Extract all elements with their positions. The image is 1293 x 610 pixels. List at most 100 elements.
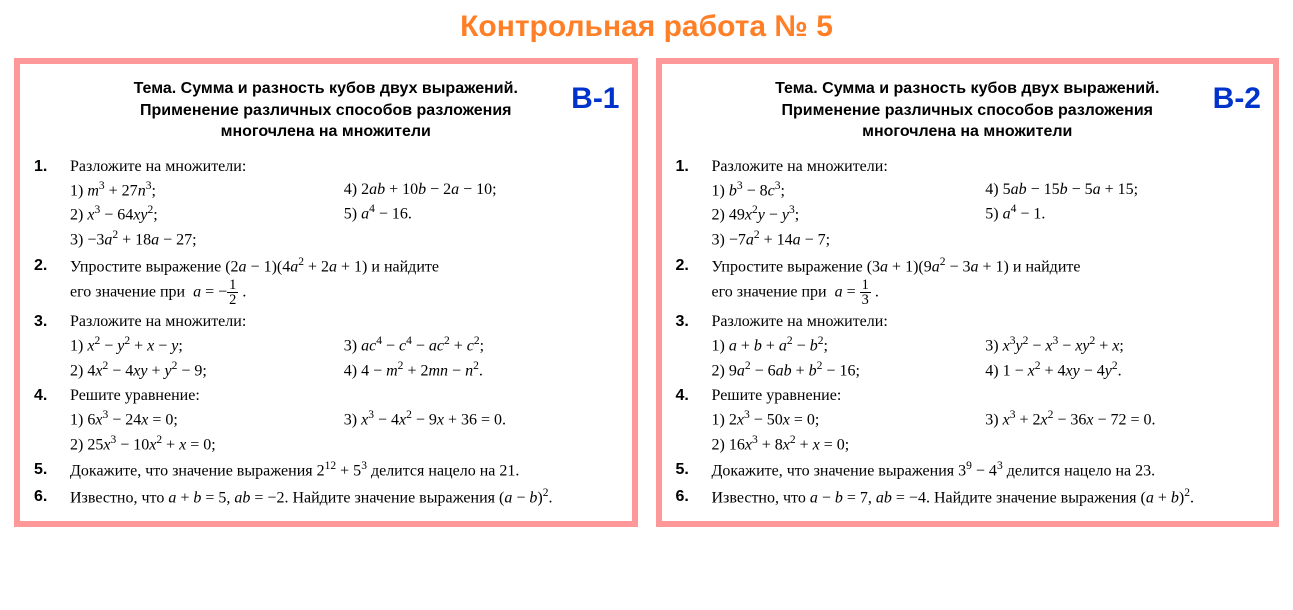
sub-column: 3) x3 + 2x2 − 36x − 72 = 0.	[985, 407, 1259, 456]
sub-item: 1) m3 + 27n3;	[70, 178, 344, 203]
sub-item: 3) x3 − 4x2 − 9x + 36 = 0.	[344, 407, 618, 432]
problem-number: 3.	[34, 310, 64, 382]
sub-item: 3) x3 + 2x2 − 36x − 72 = 0.	[985, 407, 1259, 432]
problem-number: 5.	[676, 458, 706, 483]
problem-number: 3.	[676, 310, 706, 382]
problem-text: Известно, что a + b = 5, ab = −2. Найдит…	[70, 485, 618, 510]
problem-body: Докажите, что значение выражения 39 − 43…	[706, 458, 1260, 483]
sub-items: 1) a + b + a2 − b2;2) 9a2 − 6ab + b2 − 1…	[712, 333, 1260, 382]
problem-title: Решите уравнение:	[712, 384, 1260, 407]
problem-row: 5.Докажите, что значение выражения 39 − …	[676, 458, 1260, 483]
sub-item: 4) 4 − m2 + 2mn − n2.	[344, 358, 618, 383]
sub-item: 3) −3a2 + 18a − 27;	[70, 227, 344, 252]
theme-block: Тема. Сумма и разность кубов двух выраже…	[34, 78, 618, 143]
problem-body: Известно, что a + b = 5, ab = −2. Найдит…	[64, 485, 618, 510]
sub-column: 4) 2ab + 10b − 2a − 10;5) a4 − 16.	[344, 178, 618, 252]
sub-items: 1) x2 − y2 + x − y;2) 4x2 − 4xy + y2 − 9…	[70, 333, 618, 382]
sub-column: 1) 6x3 − 24x = 0;2) 25x3 − 10x2 + x = 0;	[70, 407, 344, 456]
sub-item: 2) x3 − 64xy2;	[70, 202, 344, 227]
sub-item: 4) 2ab + 10b − 2a − 10;	[344, 178, 618, 201]
sub-item: 1) b3 − 8c3;	[712, 178, 986, 203]
sub-item: 3) x3y2 − x3 − xy2 + x;	[985, 333, 1259, 358]
problem-title: Разложите на множители:	[712, 310, 1260, 333]
problem-row: 3.Разложите на множители:1) x2 − y2 + x …	[34, 310, 618, 382]
sub-item: 4) 1 − x2 + 4xy − 4y2.	[985, 358, 1259, 383]
problem-body: Разложите на множители:1) m3 + 27n3;2) x…	[64, 155, 618, 252]
page-title: Контрольная работа № 5	[0, 0, 1293, 58]
problem-text: Упростите выражение (2a − 1)(4a2 + 2a + …	[70, 254, 618, 308]
sub-column: 1) b3 − 8c3;2) 49x2y − y3;3) −7a2 + 14a …	[712, 178, 986, 252]
sub-items: 1) m3 + 27n3;2) x3 − 64xy2;3) −3a2 + 18a…	[70, 178, 618, 252]
problem-number: 5.	[34, 458, 64, 483]
problem-row: 2.Упростите выражение (2a − 1)(4a2 + 2a …	[34, 254, 618, 308]
sub-items: 1) 2x3 − 50x = 0;2) 16x3 + 8x2 + x = 0;3…	[712, 407, 1260, 456]
sub-item: 5) a4 − 1.	[985, 201, 1259, 226]
problem-body: Известно, что a − b = 7, ab = −4. Найдит…	[706, 485, 1260, 510]
problem-number: 1.	[676, 155, 706, 252]
sub-column: 1) a + b + a2 − b2;2) 9a2 − 6ab + b2 − 1…	[712, 333, 986, 382]
variant-card-2: В-2Тема. Сумма и разность кубов двух выр…	[656, 58, 1280, 527]
sub-column: 4) 5ab − 15b − 5a + 15;5) a4 − 1.	[985, 178, 1259, 252]
problem-row: 4.Решите уравнение:1) 6x3 − 24x = 0;2) 2…	[34, 384, 618, 456]
problem-title: Разложите на множители:	[70, 310, 618, 333]
sub-item: 1) 2x3 − 50x = 0;	[712, 407, 986, 432]
problem-number: 6.	[676, 485, 706, 510]
sub-item: 2) 16x3 + 8x2 + x = 0;	[712, 432, 986, 457]
problem-row: 4.Решите уравнение:1) 2x3 − 50x = 0;2) 1…	[676, 384, 1260, 456]
problem-body: Решите уравнение:1) 6x3 − 24x = 0;2) 25x…	[64, 384, 618, 456]
sub-column: 1) 2x3 − 50x = 0;2) 16x3 + 8x2 + x = 0;	[712, 407, 986, 456]
problem-number: 4.	[676, 384, 706, 456]
problem-row: 5.Докажите, что значение выражения 212 +…	[34, 458, 618, 483]
problem-number: 1.	[34, 155, 64, 252]
problem-title: Решите уравнение:	[70, 384, 618, 407]
problem-row: 3.Разложите на множители:1) a + b + a2 −…	[676, 310, 1260, 382]
sub-item: 3) −7a2 + 14a − 7;	[712, 227, 986, 252]
problem-number: 4.	[34, 384, 64, 456]
problem-body: Упростите выражение (2a − 1)(4a2 + 2a + …	[64, 254, 618, 308]
problem-title: Разложите на множители:	[712, 155, 1260, 178]
sub-item: 2) 4x2 − 4xy + y2 − 9;	[70, 358, 344, 383]
sub-column: 3) x3y2 − x3 − xy2 + x;4) 1 − x2 + 4xy −…	[985, 333, 1259, 382]
sub-item: 4) 5ab − 15b − 5a + 15;	[985, 178, 1259, 201]
sub-item: 2) 25x3 − 10x2 + x = 0;	[70, 432, 344, 457]
problem-body: Разложите на множители:1) x2 − y2 + x − …	[64, 310, 618, 382]
sub-column: 3) x3 − 4x2 − 9x + 36 = 0.	[344, 407, 618, 456]
problem-title: Разложите на множители:	[70, 155, 618, 178]
sub-items: 1) 6x3 − 24x = 0;2) 25x3 − 10x2 + x = 0;…	[70, 407, 618, 456]
problem-body: Упростите выражение (3a + 1)(9a2 − 3a + …	[706, 254, 1260, 308]
problem-text: Докажите, что значение выражения 39 − 43…	[712, 458, 1260, 483]
problem-row: 2.Упростите выражение (3a + 1)(9a2 − 3a …	[676, 254, 1260, 308]
variants-container: В-1Тема. Сумма и разность кубов двух выр…	[0, 58, 1293, 541]
problem-number: 6.	[34, 485, 64, 510]
sub-item: 1) a + b + a2 − b2;	[712, 333, 986, 358]
variant-badge: В-2	[1213, 82, 1261, 116]
sub-item: 5) a4 − 16.	[344, 201, 618, 226]
problems-list: 1.Разложите на множители:1) m3 + 27n3;2)…	[34, 155, 618, 510]
problems-list: 1.Разложите на множители:1) b3 − 8c3;2) …	[676, 155, 1260, 510]
sub-item: 3) ac4 − c4 − ac2 + c2;	[344, 333, 618, 358]
variant-badge: В-1	[571, 82, 619, 116]
theme-block: Тема. Сумма и разность кубов двух выраже…	[676, 78, 1260, 143]
sub-item: 1) 6x3 − 24x = 0;	[70, 407, 344, 432]
problem-row: 1.Разложите на множители:1) b3 − 8c3;2) …	[676, 155, 1260, 252]
problem-body: Разложите на множители:1) b3 − 8c3;2) 49…	[706, 155, 1260, 252]
sub-column: 3) ac4 − c4 − ac2 + c2;4) 4 − m2 + 2mn −…	[344, 333, 618, 382]
variant-card-1: В-1Тема. Сумма и разность кубов двух выр…	[14, 58, 638, 527]
sub-column: 1) m3 + 27n3;2) x3 − 64xy2;3) −3a2 + 18a…	[70, 178, 344, 252]
sub-items: 1) b3 − 8c3;2) 49x2y − y3;3) −7a2 + 14a …	[712, 178, 1260, 252]
problem-row: 1.Разложите на множители:1) m3 + 27n3;2)…	[34, 155, 618, 252]
problem-text: Упростите выражение (3a + 1)(9a2 − 3a + …	[712, 254, 1260, 308]
problem-text: Известно, что a − b = 7, ab = −4. Найдит…	[712, 485, 1260, 510]
problem-number: 2.	[34, 254, 64, 308]
problem-row: 6.Известно, что a + b = 5, ab = −2. Найд…	[34, 485, 618, 510]
problem-body: Разложите на множители:1) a + b + a2 − b…	[706, 310, 1260, 382]
problem-body: Докажите, что значение выражения 212 + 5…	[64, 458, 618, 483]
sub-item: 1) x2 − y2 + x − y;	[70, 333, 344, 358]
sub-item: 2) 49x2y − y3;	[712, 202, 986, 227]
problem-number: 2.	[676, 254, 706, 308]
sub-column: 1) x2 − y2 + x − y;2) 4x2 − 4xy + y2 − 9…	[70, 333, 344, 382]
problem-text: Докажите, что значение выражения 212 + 5…	[70, 458, 618, 483]
problem-body: Решите уравнение:1) 2x3 − 50x = 0;2) 16x…	[706, 384, 1260, 456]
sub-item: 2) 9a2 − 6ab + b2 − 16;	[712, 358, 986, 383]
problem-row: 6.Известно, что a − b = 7, ab = −4. Найд…	[676, 485, 1260, 510]
